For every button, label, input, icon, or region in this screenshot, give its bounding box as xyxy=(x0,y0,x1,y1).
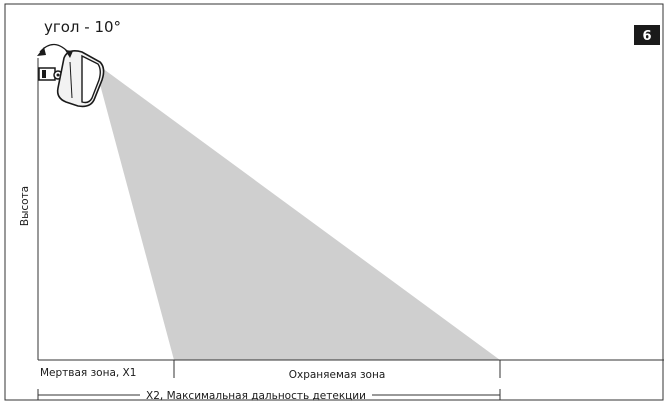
outer-frame xyxy=(4,3,664,401)
height-axis-label: Высота xyxy=(19,186,31,226)
sensor-lens xyxy=(81,54,101,104)
figure-number: 6 xyxy=(642,29,651,44)
bracket-pivot-dot xyxy=(56,73,60,77)
rotation-arrow-icon xyxy=(37,43,73,58)
pir-sensor-icon xyxy=(38,50,105,108)
dead-zone-label: Мертвая зона, X1 xyxy=(40,367,136,379)
figure-number-badge xyxy=(634,25,660,45)
bracket-plate xyxy=(42,70,46,78)
detection-beam xyxy=(94,62,500,360)
sensor-seam xyxy=(69,61,73,99)
bracket-icon xyxy=(38,67,56,81)
protected-zone-label: Охраняемая зона xyxy=(289,369,386,381)
max-range-label: X2, Максимальная дальность детекции xyxy=(146,390,366,402)
angle-label: угол - 10° xyxy=(44,18,121,36)
